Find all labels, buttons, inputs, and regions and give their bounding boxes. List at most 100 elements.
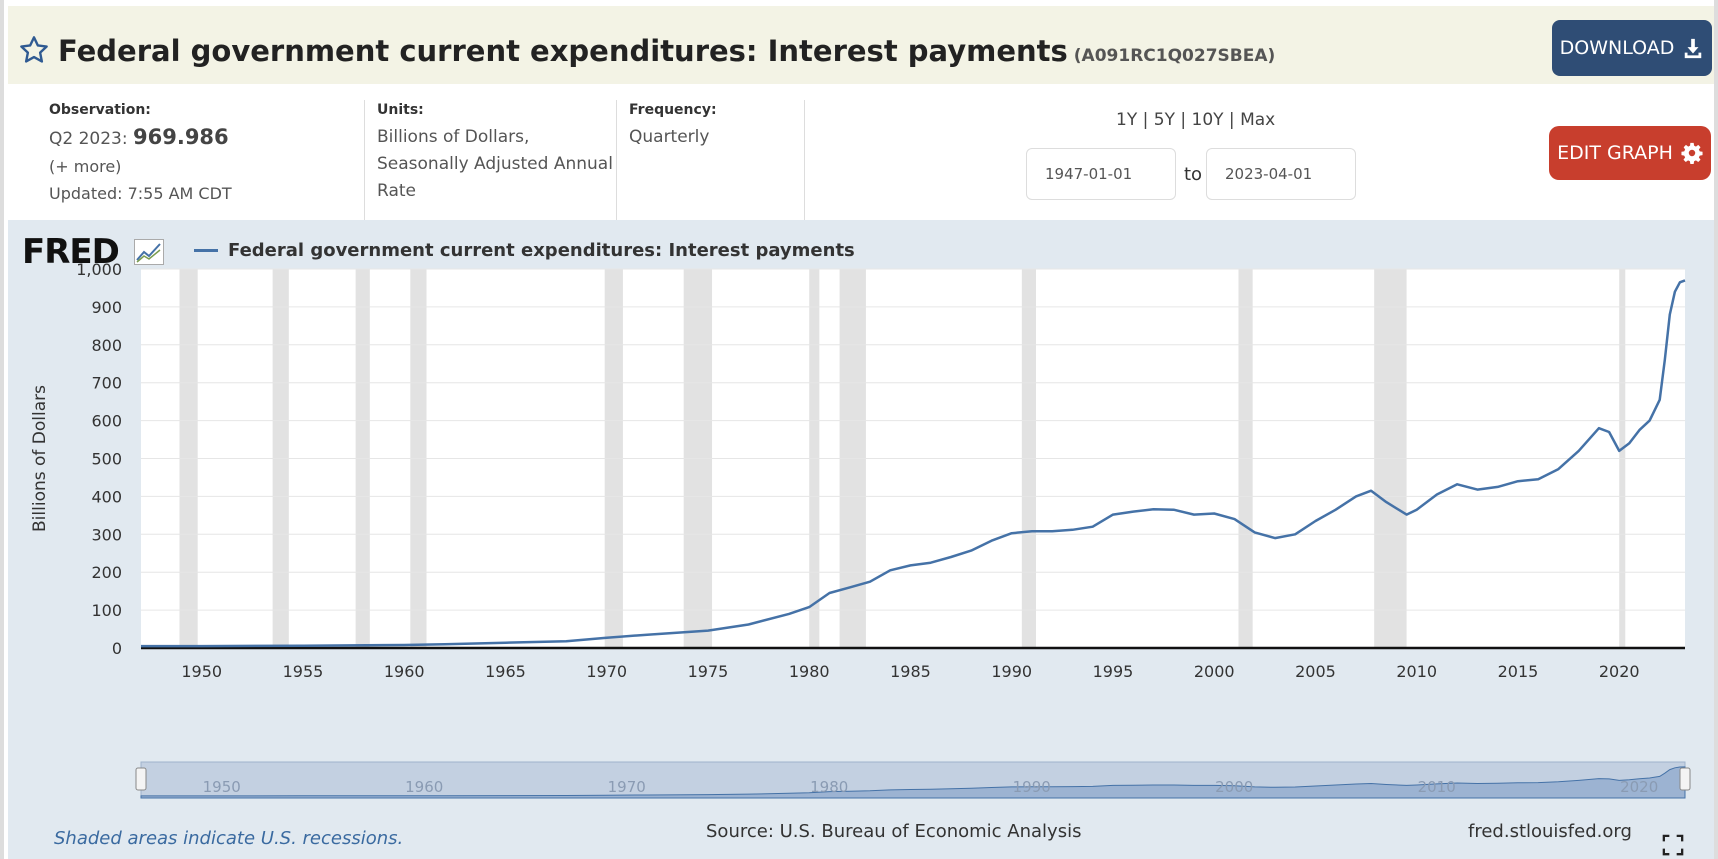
y-tick-label: 700 [91, 374, 122, 393]
x-tick-label: 1980 [789, 662, 830, 681]
data-point [1386, 502, 1387, 503]
data-point [1674, 291, 1675, 292]
data-point [890, 570, 891, 571]
data-point [302, 645, 303, 646]
more-link[interactable]: (+ more) [49, 157, 122, 176]
y-tick-label: 400 [91, 487, 122, 506]
site-link[interactable]: fred.stlouisfed.org [1468, 821, 1632, 842]
data-point [849, 587, 850, 588]
date-to-input[interactable]: 2023-04-01 [1206, 148, 1356, 200]
frequency-block: Frequency: Quarterly [629, 102, 717, 151]
data-point [1609, 431, 1610, 432]
navigator-handle[interactable] [135, 767, 147, 791]
data-point [910, 565, 911, 566]
data-point [1072, 529, 1073, 530]
range-10y[interactable]: 10Y [1191, 110, 1224, 130]
data-point [1052, 531, 1053, 532]
star-icon[interactable] [18, 34, 50, 66]
navigator-series [140, 766, 1686, 799]
series-meta: Observation: Q2 2023: 969.986 (+ more) U… [8, 84, 1714, 220]
series-line [141, 279, 1686, 648]
page-title: Federal government current expenditures:… [58, 34, 1275, 68]
x-tick-label: 2000 [1194, 662, 1235, 681]
data-point [1092, 526, 1093, 527]
date-from-input[interactable]: 1947-01-01 [1026, 148, 1176, 200]
range-5y[interactable]: 5Y [1153, 110, 1175, 130]
edit-graph-label: EDIT GRAPH [1557, 142, 1673, 164]
series-id: (A091RC1Q027SBEA) [1073, 46, 1276, 66]
x-tick-label: 1955 [283, 662, 324, 681]
data-point [991, 540, 992, 541]
navigator-tick-label: 1960 [405, 778, 443, 796]
download-button[interactable]: DOWNLOAD [1552, 20, 1712, 76]
data-point [141, 646, 142, 647]
data-point [1112, 514, 1113, 515]
data-point [1669, 314, 1670, 315]
data-point [1558, 469, 1559, 470]
observation-value: 969.986 [133, 125, 229, 149]
frequency-value: Quarterly [629, 127, 710, 147]
data-point [1371, 490, 1372, 491]
divider [364, 100, 365, 220]
navigator-tick-label: 2000 [1215, 778, 1253, 796]
data-point [1133, 511, 1134, 512]
y-tick-label: 0 [112, 639, 122, 658]
edit-graph-button[interactable]: EDIT GRAPH [1549, 126, 1711, 180]
chart: 0 100 200 300 400 500 600 700 800 900 1,000 1950 195… [30, 260, 1691, 799]
observation-period: Q2 2023: [49, 129, 128, 149]
data-point [1659, 399, 1660, 400]
divider [616, 100, 617, 220]
x-tick-label: 1990 [991, 662, 1032, 681]
navigator-tick-label: 1950 [203, 778, 241, 796]
y-tick-label: 900 [91, 298, 122, 317]
data-point [505, 642, 506, 643]
range-max[interactable]: Max [1240, 110, 1276, 130]
data-point [971, 550, 972, 551]
x-tick-label: 1985 [890, 662, 931, 681]
y-tick-label: 100 [91, 601, 122, 620]
fred-logo-text: FRED [22, 232, 120, 272]
data-point [788, 613, 789, 614]
data-point [829, 593, 830, 594]
observation-block: Observation: Q2 2023: 969.986 (+ more) U… [49, 102, 232, 207]
data-point [1497, 486, 1498, 487]
y-tick-label: 500 [91, 450, 122, 469]
data-point [950, 557, 951, 558]
data-point [1639, 430, 1640, 431]
navigator-tick-label: 1990 [1013, 778, 1051, 796]
y-axis-label: Billions of Dollars [30, 385, 50, 532]
navigator-tick-label: 2010 [1418, 778, 1456, 796]
data-point [748, 624, 749, 625]
to-label: to [1184, 164, 1203, 185]
y-tick-label: 300 [91, 525, 122, 544]
x-tick-label: 1975 [688, 662, 729, 681]
navigator-handle[interactable] [1679, 767, 1691, 791]
x-tick-label: 1960 [384, 662, 425, 681]
units-label: Units: [377, 102, 424, 118]
units-block: Units: Billions of Dollars, Seasonally A… [377, 102, 613, 205]
range-1y[interactable]: 1Y [1116, 110, 1138, 130]
data-point [1406, 514, 1407, 515]
updated-time: Updated: 7:55 AM CDT [49, 184, 232, 203]
data-point [1457, 484, 1458, 485]
x-tick-label: 1965 [485, 662, 526, 681]
fullscreen-icon[interactable] [1662, 834, 1684, 856]
data-point [647, 634, 648, 635]
y-tick-label: 1,000 [76, 260, 122, 279]
data-point [809, 607, 810, 608]
x-tick-label: 1970 [586, 662, 627, 681]
data-point [1254, 532, 1255, 533]
legend-swatch [194, 249, 218, 252]
data-point [1649, 420, 1650, 421]
units-line: Billions of Dollars, [377, 127, 530, 147]
data-point [1173, 509, 1174, 510]
data-point [444, 644, 445, 645]
data-point [1234, 519, 1235, 520]
data-point [1315, 521, 1316, 522]
fred-logo: FRED [22, 232, 164, 272]
data-point [1214, 513, 1215, 514]
y-tick-label: 600 [91, 412, 122, 431]
data-point [1355, 496, 1356, 497]
x-tick-label: 2015 [1498, 662, 1539, 681]
data-point [1685, 280, 1686, 281]
